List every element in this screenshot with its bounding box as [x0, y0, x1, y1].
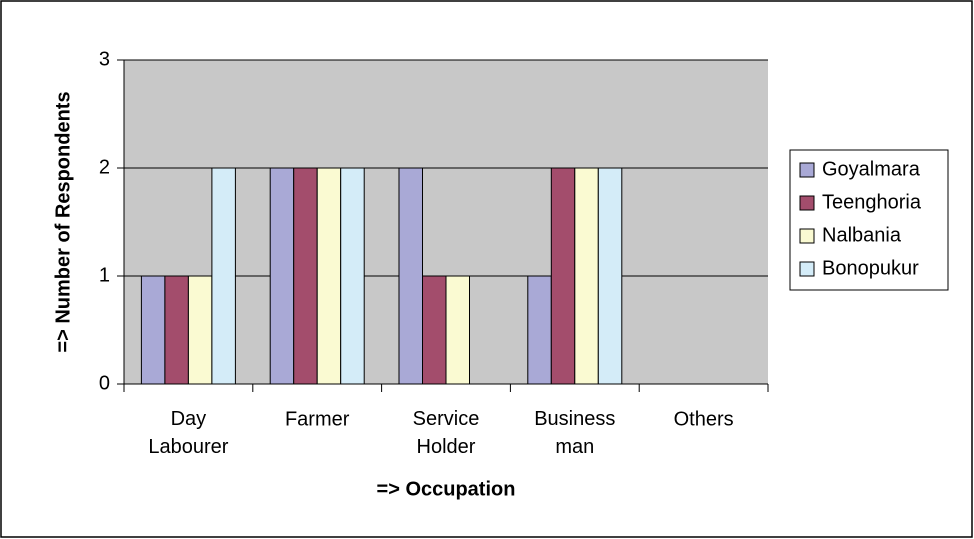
legend-swatch	[799, 228, 815, 244]
bar	[574, 167, 599, 385]
bar	[211, 167, 236, 385]
legend	[789, 149, 949, 291]
bar	[422, 275, 447, 385]
legend-label: Goyalmara	[822, 158, 921, 180]
legend-swatch	[799, 162, 815, 178]
y-tick-label: 3	[99, 48, 110, 70]
legend-label: Bonopukur	[822, 257, 919, 279]
bar	[445, 275, 470, 385]
bar	[269, 167, 295, 385]
x-tick-label: Service Holder	[413, 408, 480, 458]
y-tick-label: 0	[99, 372, 110, 394]
y-tick-label: 2	[99, 156, 110, 178]
bar	[316, 167, 342, 385]
x-tick-label: Others	[674, 408, 734, 430]
legend-label: Teenghoria	[822, 191, 922, 213]
bar	[550, 167, 576, 385]
x-tick-label: Business man	[534, 408, 615, 458]
legend-swatch	[799, 195, 815, 211]
bar	[164, 275, 189, 385]
y-axis-title: => Number of Respondents	[52, 91, 74, 352]
legend-label: Nalbania	[822, 224, 902, 246]
bar	[340, 167, 365, 385]
bar	[398, 167, 423, 385]
x-tick-label: Day Labourer	[148, 408, 228, 458]
bar	[527, 275, 552, 385]
legend-swatch	[799, 261, 815, 277]
x-axis-title: => Occupation	[377, 478, 516, 500]
bar	[140, 275, 166, 385]
y-tick-label: 1	[99, 264, 110, 286]
bar	[187, 275, 213, 385]
x-tick-label: Farmer	[285, 408, 350, 430]
bar	[597, 167, 623, 385]
bar	[293, 167, 318, 385]
